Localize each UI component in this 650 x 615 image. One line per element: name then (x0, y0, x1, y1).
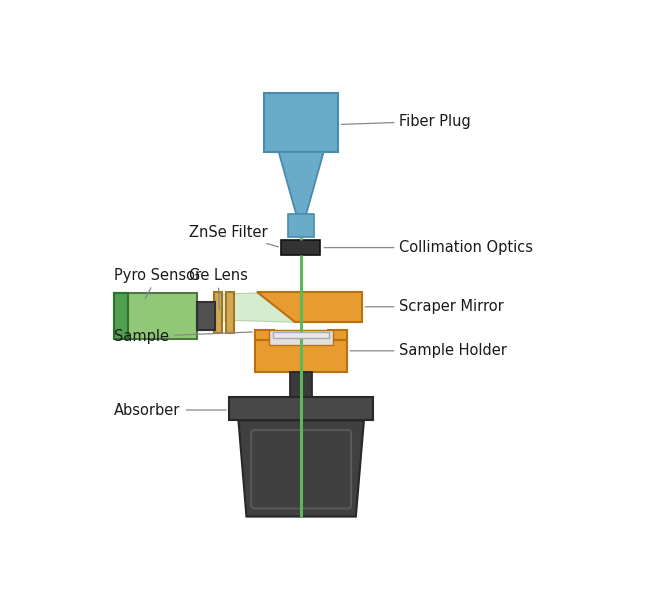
Text: Sample: Sample (114, 329, 252, 344)
Text: ZnSe Filter: ZnSe Filter (188, 225, 278, 247)
Bar (255, 340, 347, 372)
Text: Sample Holder: Sample Holder (350, 343, 507, 359)
Bar (255, 330, 274, 340)
Bar (289, 372, 312, 397)
Bar (328, 330, 347, 340)
Bar (281, 240, 320, 255)
Text: Absorber: Absorber (114, 403, 226, 418)
Text: Pyro Sensor: Pyro Sensor (114, 268, 202, 299)
Bar (214, 292, 222, 333)
Polygon shape (279, 152, 324, 216)
Polygon shape (257, 292, 361, 322)
Bar (288, 215, 314, 237)
Bar (114, 293, 127, 339)
Text: Collimation Optics: Collimation Optics (324, 240, 534, 255)
Bar (273, 332, 329, 338)
Bar (269, 330, 333, 344)
Text: Ge Lens: Ge Lens (188, 268, 248, 310)
Bar (114, 293, 197, 339)
Bar (197, 302, 215, 330)
Bar (226, 292, 234, 333)
Text: Fiber Plug: Fiber Plug (342, 114, 471, 129)
Polygon shape (239, 421, 364, 517)
Bar (229, 397, 373, 421)
Polygon shape (222, 292, 301, 322)
Text: Scraper Mirror: Scraper Mirror (365, 300, 504, 314)
Bar (265, 93, 338, 152)
